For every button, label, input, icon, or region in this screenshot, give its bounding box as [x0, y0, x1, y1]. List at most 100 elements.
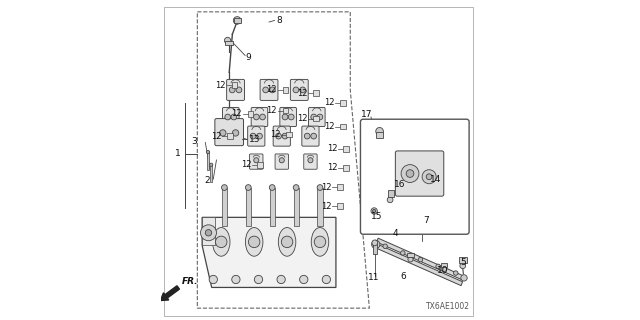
Text: 16: 16	[394, 180, 406, 189]
Circle shape	[229, 87, 235, 93]
Circle shape	[232, 275, 240, 284]
Circle shape	[372, 240, 380, 249]
Text: 12: 12	[327, 164, 337, 172]
Circle shape	[200, 225, 216, 241]
Bar	[343, 146, 349, 152]
Circle shape	[246, 185, 251, 190]
Circle shape	[250, 133, 256, 139]
Circle shape	[253, 114, 259, 120]
Circle shape	[221, 185, 227, 190]
Ellipse shape	[212, 228, 230, 256]
Bar	[441, 263, 447, 267]
Bar	[232, 82, 237, 88]
Circle shape	[442, 267, 447, 271]
FancyBboxPatch shape	[223, 108, 239, 126]
Bar	[313, 90, 319, 96]
Circle shape	[317, 114, 323, 120]
Text: 12: 12	[232, 109, 242, 118]
Text: 12: 12	[266, 106, 277, 115]
Circle shape	[372, 240, 378, 246]
Text: 15: 15	[371, 212, 383, 221]
Bar	[376, 132, 383, 138]
Bar	[373, 243, 377, 254]
Circle shape	[308, 158, 313, 163]
Circle shape	[418, 257, 422, 262]
Circle shape	[260, 114, 266, 120]
Circle shape	[406, 170, 414, 177]
Bar	[257, 162, 263, 168]
Circle shape	[216, 236, 227, 248]
Bar	[337, 184, 342, 190]
FancyBboxPatch shape	[260, 79, 278, 100]
Text: 2: 2	[204, 176, 210, 185]
Circle shape	[253, 158, 259, 163]
Bar	[340, 100, 346, 106]
FancyBboxPatch shape	[250, 154, 263, 169]
FancyBboxPatch shape	[215, 119, 244, 146]
Polygon shape	[202, 217, 336, 287]
Circle shape	[207, 150, 210, 154]
Text: 11: 11	[369, 273, 380, 282]
Bar	[269, 188, 275, 226]
FancyBboxPatch shape	[248, 126, 265, 146]
Bar	[222, 188, 227, 226]
Bar	[459, 258, 467, 263]
Circle shape	[376, 127, 383, 135]
Text: 9: 9	[245, 53, 251, 62]
Text: 12: 12	[216, 81, 226, 90]
FancyBboxPatch shape	[227, 79, 244, 100]
Circle shape	[305, 133, 310, 139]
Text: 13: 13	[248, 135, 260, 144]
Bar	[313, 116, 319, 122]
Text: 12: 12	[266, 85, 277, 94]
Circle shape	[371, 208, 378, 214]
Circle shape	[461, 275, 467, 281]
Text: 4: 4	[393, 229, 399, 238]
FancyBboxPatch shape	[360, 119, 469, 234]
FancyBboxPatch shape	[302, 126, 319, 146]
Circle shape	[454, 271, 458, 275]
Text: 8: 8	[276, 16, 282, 25]
Text: FR.: FR.	[182, 277, 198, 286]
Circle shape	[408, 257, 413, 262]
Circle shape	[300, 275, 308, 284]
Circle shape	[300, 87, 305, 93]
Circle shape	[263, 87, 269, 93]
Circle shape	[282, 114, 288, 120]
Circle shape	[314, 236, 326, 248]
Text: 12: 12	[241, 160, 252, 169]
FancyBboxPatch shape	[291, 79, 308, 100]
Bar	[317, 188, 323, 226]
Circle shape	[311, 133, 317, 139]
Circle shape	[248, 236, 260, 248]
Circle shape	[257, 133, 262, 139]
Bar	[286, 132, 292, 137]
Bar	[388, 190, 394, 197]
Circle shape	[387, 197, 393, 203]
FancyArrow shape	[161, 286, 179, 300]
Text: 12: 12	[297, 89, 307, 98]
FancyBboxPatch shape	[304, 154, 317, 169]
Circle shape	[282, 133, 288, 139]
Circle shape	[225, 37, 231, 44]
Text: 12: 12	[321, 202, 331, 211]
Circle shape	[322, 275, 330, 284]
Circle shape	[401, 251, 405, 255]
FancyBboxPatch shape	[275, 154, 289, 169]
FancyBboxPatch shape	[273, 126, 291, 146]
Circle shape	[209, 275, 218, 284]
FancyBboxPatch shape	[308, 108, 325, 126]
Circle shape	[289, 114, 294, 120]
Bar	[246, 188, 251, 226]
Circle shape	[460, 263, 466, 269]
Circle shape	[277, 275, 285, 284]
Circle shape	[276, 133, 282, 139]
Text: 1: 1	[175, 149, 180, 158]
Bar	[407, 253, 413, 257]
Circle shape	[317, 185, 323, 190]
Polygon shape	[202, 217, 215, 245]
Circle shape	[293, 87, 299, 93]
Text: 12: 12	[211, 132, 221, 140]
Bar	[283, 108, 289, 114]
Polygon shape	[374, 244, 463, 286]
